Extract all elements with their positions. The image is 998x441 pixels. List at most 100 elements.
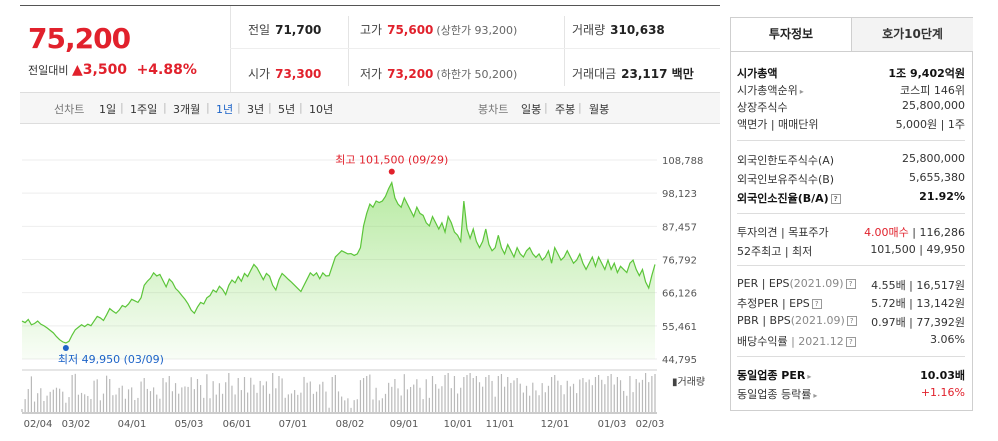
volume-bar	[52, 389, 54, 412]
volume-bar	[165, 382, 167, 412]
volume-bar	[87, 395, 89, 412]
volume-bar	[312, 393, 315, 412]
y-tick-label: 76,792	[662, 255, 697, 266]
volume-bar	[441, 386, 443, 412]
x-tick-label: 04/01	[118, 419, 147, 430]
volume-bar	[27, 389, 29, 412]
volume-bar	[140, 381, 142, 412]
candle-chart-label: 봉차트	[478, 103, 509, 116]
period-1d[interactable]: 1일	[99, 103, 117, 116]
volume-bar	[341, 396, 343, 412]
volume-bar	[212, 381, 214, 412]
period-3y[interactable]: 3년	[247, 103, 265, 116]
tab-investment-info[interactable]: 투자정보	[731, 18, 851, 51]
volume-bar	[428, 397, 430, 412]
volume-bar	[90, 398, 92, 412]
y-axis-ticks: 108,788 98,123 87,457 76,792 66,126 55,461 44,…	[662, 156, 703, 366]
x-tick-label: 06/01	[223, 419, 252, 430]
volume-bar	[262, 385, 264, 412]
volume-bars	[21, 373, 656, 412]
period-5y[interactable]: 5년	[278, 103, 296, 116]
volume-bar	[146, 388, 148, 412]
period-10y[interactable]: 10년	[309, 103, 334, 116]
volume-bar	[290, 393, 293, 412]
volume-bar	[419, 387, 421, 412]
row-label: 외국인보유주식수(B)	[737, 173, 835, 186]
row-value: 4.00매수 | 116,286	[864, 226, 965, 239]
volume-bar	[221, 393, 224, 412]
stat-label: 거래량	[572, 23, 606, 37]
volume-bar	[541, 383, 543, 412]
volume-bar	[74, 373, 76, 412]
volume-bar	[121, 385, 123, 412]
volume-bar	[240, 390, 242, 412]
row-label-text: 배당수익률	[737, 335, 788, 348]
chevron-right-icon: ▸	[807, 372, 812, 381]
row-label: 배당수익률 | 2021.12?	[737, 333, 856, 349]
volume-bar	[576, 393, 578, 412]
volume-bar	[190, 377, 192, 412]
volume-bar	[62, 391, 64, 412]
period-3m[interactable]: 3개월	[173, 103, 201, 116]
stat-label: 시가	[248, 67, 271, 81]
change-percent: +4.88%	[136, 62, 197, 78]
volume-bar	[403, 374, 405, 412]
stat-value: 73,200	[387, 67, 434, 81]
divider	[737, 140, 965, 141]
change-value: 3,500	[82, 62, 128, 78]
volume-bar	[362, 378, 365, 412]
row-label-text: 시가총액순위	[737, 84, 798, 97]
volume-bar	[610, 374, 612, 412]
volume-bar	[644, 373, 647, 412]
period-1y[interactable]: 1년	[216, 103, 234, 116]
volume-bar	[588, 379, 590, 412]
volume-bar	[250, 377, 252, 412]
volume-label: ▮거래량	[672, 376, 705, 388]
row-value: 3.06%	[930, 333, 965, 346]
row-value: 1조 9,402억원	[888, 67, 965, 80]
candle-daily[interactable]: 일봉	[521, 103, 542, 116]
row-label: 상장주식수	[737, 101, 788, 114]
period-1w[interactable]: 1주일	[130, 103, 158, 116]
volume-bar	[425, 379, 427, 412]
volume-bar	[538, 395, 540, 412]
volume-bar	[200, 385, 202, 412]
chevron-right-icon: ▸	[813, 391, 818, 400]
volume-bar	[554, 375, 556, 412]
help-icon[interactable]: ?	[830, 194, 841, 204]
volume-bar	[557, 380, 559, 412]
volume-bar	[369, 374, 371, 412]
volume-bar	[566, 380, 568, 412]
row-label: 시가총액순위 ▸	[737, 82, 804, 98]
min-point-marker	[62, 344, 69, 351]
volume-bar	[234, 394, 236, 412]
volume-bar	[106, 375, 108, 412]
volume-bar	[149, 391, 152, 412]
volume-bar	[243, 377, 246, 412]
row-label: 동일업종 등락률 ▸	[737, 386, 817, 402]
volume-bar	[162, 378, 164, 412]
volume-bar	[265, 381, 268, 412]
volume-bar	[522, 392, 524, 412]
volume-bar	[654, 374, 656, 412]
volume-bar	[400, 395, 402, 412]
volume-bar	[59, 388, 61, 412]
row-value: 25,800,000	[902, 152, 965, 165]
volume-bar	[281, 378, 283, 412]
x-tick-label: 02/03	[636, 419, 665, 430]
help-icon[interactable]: ?	[811, 299, 822, 309]
tab-orderbook-10[interactable]: 호가10단계	[851, 18, 973, 51]
volume-bar	[272, 373, 274, 412]
divider: |	[206, 101, 210, 114]
help-icon[interactable]: ?	[845, 337, 856, 347]
candle-monthly[interactable]: 월봉	[589, 103, 610, 116]
candle-weekly[interactable]: 주봉	[555, 103, 576, 116]
volume-bar	[247, 392, 249, 412]
volume-bar	[623, 390, 625, 412]
volume-bar	[256, 392, 258, 412]
help-icon[interactable]: ?	[845, 279, 856, 289]
help-icon[interactable]: ?	[846, 316, 857, 326]
price-chart[interactable]: 108,788 98,123 87,457 76,792 66,126 55,461 44,…	[0, 0, 720, 440]
volume-bar	[585, 382, 587, 412]
volume-bar	[309, 381, 311, 412]
